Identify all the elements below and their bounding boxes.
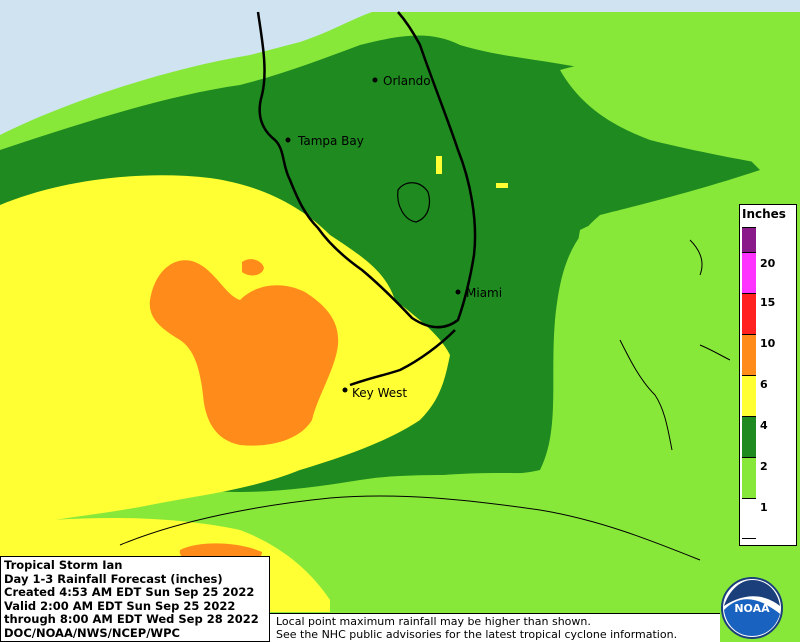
legend-swatch-6-10 [742, 334, 756, 375]
legend-swatch-1-2 [742, 457, 756, 498]
rain-pocket-1-2-inch-south [350, 473, 720, 612]
created-time: Created 4:53 AM EDT Sun Sep 25 2022 [4, 585, 255, 599]
info-box: Tropical Storm Ian Day 1-3 Rainfall Fore… [0, 556, 270, 642]
rain-pocket-1-2-inch-north [560, 60, 800, 171]
lake-okeechobee [397, 182, 431, 223]
legend-tick: 6 [760, 378, 768, 391]
city-marker-key-west [342, 387, 348, 393]
city-label-key-west: Key West [352, 386, 407, 400]
city-label-orlando: Orlando [383, 74, 431, 88]
legend-tick: 20 [760, 257, 776, 270]
legend-tick: 4 [760, 419, 768, 432]
legend-swatch-15-20 [742, 252, 756, 293]
storm-name: Tropical Storm Ian [4, 558, 123, 572]
disclaimer-line-2: See the NHC public advisories for the la… [276, 628, 678, 641]
noaa-logo-text: NOAA [734, 602, 770, 615]
legend-swatch-20-plus [742, 227, 756, 252]
legend-swatch-4-6 [742, 375, 756, 416]
cuba-outline [119, 495, 701, 561]
legend-tick: 2 [760, 460, 768, 473]
legend-swatch-2-4 [742, 416, 756, 457]
city-label-miami: Miami [466, 286, 502, 300]
rain-speck-b [496, 183, 508, 188]
bahamas-outline [619, 239, 731, 451]
florida-keys [349, 329, 456, 387]
rain-speck-a [436, 156, 442, 174]
legend-tick: 1 [760, 501, 768, 514]
city-marker-orlando [372, 77, 378, 83]
rain-pocket-1-2-inch-east [564, 208, 740, 545]
valid-end: through 8:00 AM EDT Wed Sep 28 2022 [4, 612, 259, 626]
noaa-logo-icon: NOAA [721, 577, 783, 639]
valid-start: Valid 2:00 AM EDT Sun Sep 25 2022 [4, 598, 236, 613]
agency-credit: DOC/NOAA/NWS/NCEP/WPC [4, 625, 180, 640]
legend-swatch-10-15 [742, 293, 756, 334]
city-marker-miami [455, 289, 461, 295]
rain-core-6-10-inch-blob-a [242, 259, 264, 276]
disclaimer-line-1: Local point maximum rainfall may be high… [276, 615, 591, 628]
legend-tick: 10 [760, 337, 776, 350]
legend: Inches 20 15 10 6 4 2 1 [739, 204, 797, 546]
florida-coastline [256, 11, 477, 329]
legend-tick: 15 [760, 296, 776, 309]
disclaimer-box: Local point maximum rainfall may be high… [270, 613, 720, 642]
city-marker-tampa-bay [285, 137, 291, 143]
forecast-title: Day 1-3 Rainfall Forecast (inches) [4, 571, 223, 586]
rain-core-6-10-inch [149, 260, 339, 446]
city-label-tampa-bay: Tampa Bay [297, 134, 364, 148]
legend-swatch-0-1 [742, 498, 756, 539]
legend-title: Inches [742, 207, 786, 221]
